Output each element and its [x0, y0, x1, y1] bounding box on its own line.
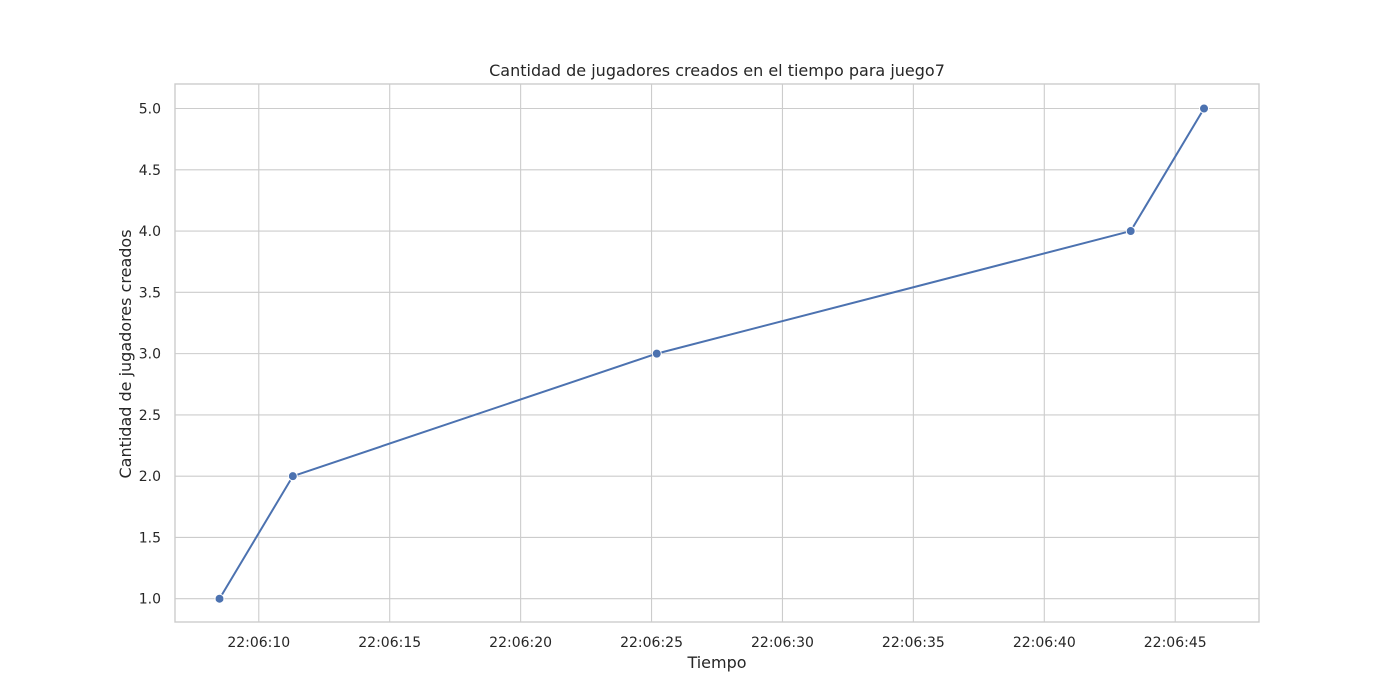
data-point [1125, 226, 1136, 237]
data-point [1199, 103, 1210, 114]
data-point [651, 348, 662, 359]
x-tick-label: 22:06:15 [358, 635, 421, 651]
data-point [287, 471, 298, 482]
y-tick-label: 4.5 [139, 163, 161, 179]
y-axis-ticks: 1.0 1.5 2.0 2.5 3.0 3.5 4.0 4.5 5.0 [139, 102, 161, 608]
chart-title: Cantidad de jugadores creados en el tiem… [489, 61, 945, 80]
vertical-gridlines [258, 84, 1176, 622]
series-layer [214, 103, 1210, 604]
x-tick-label: 22:06:20 [489, 635, 552, 651]
y-tick-label: 3.0 [139, 347, 161, 363]
x-tick-label: 22:06:25 [620, 635, 683, 651]
x-axis-title: Tiempo [686, 653, 746, 672]
x-axis-ticks: 22:06:10 22:06:15 22:06:20 22:06:25 22:06:30… [227, 635, 1206, 651]
x-tick-label: 22:06:40 [1013, 635, 1076, 651]
x-tick-label: 22:06:10 [227, 635, 290, 651]
horizontal-gridlines [175, 107, 1259, 600]
y-tick-label: 2.0 [139, 469, 161, 485]
y-tick-label: 3.5 [139, 285, 161, 301]
y-tick-label: 1.5 [139, 530, 161, 546]
plot-frame [174, 83, 1260, 623]
data-point [214, 593, 225, 604]
x-tick-label: 22:06:30 [751, 635, 814, 651]
y-axis-title: Cantidad de jugadores creados [116, 229, 135, 478]
y-tick-label: 2.5 [139, 408, 161, 424]
y-tick-label: 1.0 [139, 592, 161, 608]
x-tick-label: 22:06:45 [1144, 635, 1207, 651]
y-tick-label: 4.0 [139, 224, 161, 240]
x-tick-label: 22:06:35 [882, 635, 945, 651]
y-tick-label: 5.0 [139, 102, 161, 118]
